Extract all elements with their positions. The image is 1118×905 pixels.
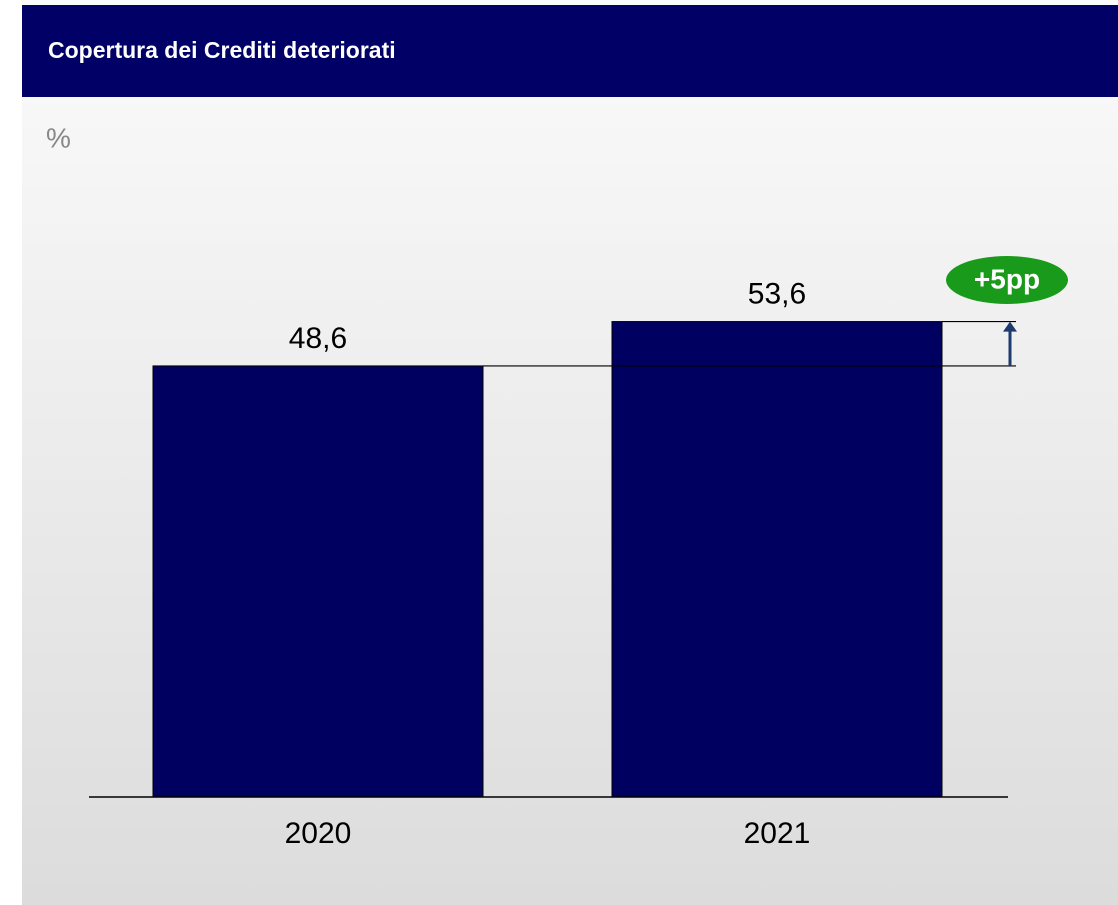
annotation-badge [946, 256, 1068, 304]
unit-label: % [46, 122, 71, 153]
arrow-head [1003, 321, 1017, 332]
bar [152, 365, 484, 798]
x-tick-label: 2020 [285, 817, 352, 850]
chart-title: Copertura dei Crediti deteriorati [48, 37, 396, 63]
bar [611, 321, 943, 798]
header [22, 5, 1118, 97]
annotation-text: +5pp [974, 263, 1040, 294]
x-tick-label: 2021 [744, 817, 811, 850]
value-label: 48,6 [289, 322, 347, 355]
value-label: 53,6 [748, 277, 806, 310]
